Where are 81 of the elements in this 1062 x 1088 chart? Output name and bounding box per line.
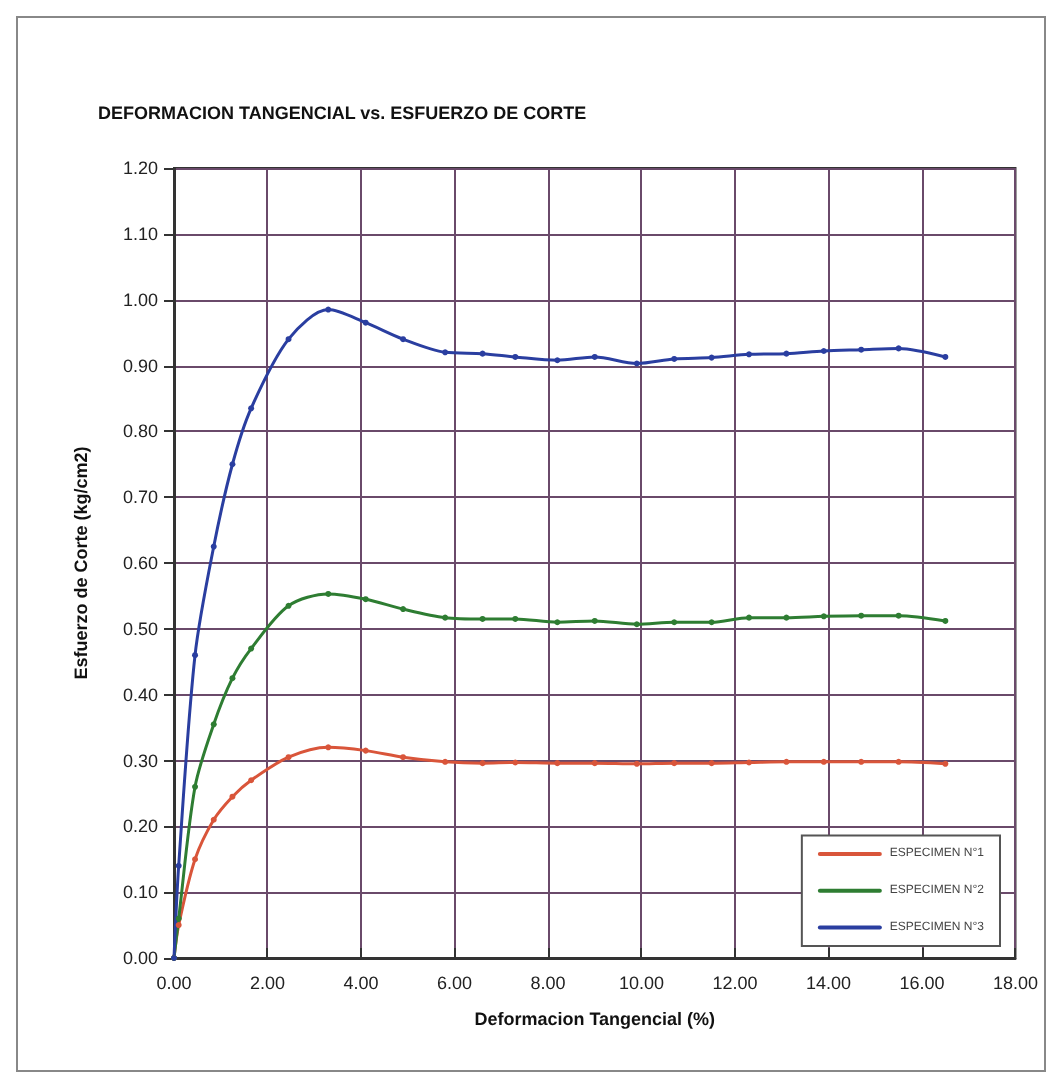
- point: [442, 758, 449, 765]
- point: [248, 777, 255, 784]
- y-tick-label: 0.00: [122, 948, 158, 968]
- point: [362, 319, 369, 326]
- x-axis-title: Deformacion Tangencial (%): [474, 1009, 716, 1029]
- point: [895, 758, 902, 765]
- point: [858, 758, 865, 765]
- point: [942, 617, 949, 624]
- point: [248, 405, 255, 412]
- point: [442, 349, 449, 356]
- x-tick-label: 14.00: [805, 973, 852, 993]
- point: [895, 345, 902, 352]
- point: [229, 461, 236, 468]
- x-tick-label: 6.00: [436, 973, 473, 993]
- point: [708, 760, 715, 767]
- y-tick-label: 1.20: [122, 158, 158, 178]
- y-tick-label: 0.70: [122, 487, 158, 508]
- point: [671, 619, 678, 626]
- point: [942, 760, 949, 767]
- point: [175, 862, 182, 869]
- y-tick-label: 0.40: [122, 684, 158, 705]
- point: [229, 675, 236, 682]
- point: [192, 856, 199, 863]
- x-tick-label: 18.00: [992, 973, 1039, 993]
- y-tick-label: 0.10: [122, 882, 158, 903]
- point: [783, 758, 790, 765]
- point: [633, 760, 640, 767]
- point: [554, 760, 561, 767]
- point: [362, 596, 369, 603]
- point: [746, 614, 753, 621]
- point: [783, 350, 790, 357]
- point: [746, 759, 753, 766]
- point: [479, 760, 486, 767]
- chart-title: DEFORMACION TANGENCIAL vs. ESFUERZO DE CORTE: [98, 103, 587, 123]
- y-tick-label: 0.50: [122, 618, 158, 639]
- point: [285, 602, 292, 609]
- point: [285, 336, 292, 343]
- point: [633, 621, 640, 628]
- point: [591, 760, 598, 767]
- point: [554, 619, 561, 626]
- point: [554, 357, 561, 364]
- point: [248, 645, 255, 652]
- point: [400, 754, 407, 761]
- y-tick-label: 0.20: [122, 816, 158, 837]
- y-tick-label: 0.30: [122, 750, 158, 771]
- point: [285, 754, 292, 761]
- x-tick-label: 16.00: [899, 973, 945, 993]
- point: [708, 619, 715, 626]
- point: [942, 353, 949, 360]
- point: [895, 612, 902, 619]
- point: [325, 744, 332, 751]
- point: [820, 758, 827, 765]
- point: [442, 614, 449, 621]
- x-tick-label: 10.00: [618, 973, 665, 993]
- point: [858, 346, 865, 353]
- point: [633, 360, 640, 367]
- x-tick-label: 0.00: [156, 973, 192, 993]
- y-tick-label: 1.00: [122, 289, 158, 310]
- point: [783, 614, 790, 621]
- point: [175, 922, 182, 929]
- point: [708, 354, 715, 361]
- x-tick-label: 12.00: [712, 973, 758, 993]
- x-tick-label: 8.00: [530, 973, 566, 993]
- point: [210, 816, 217, 823]
- point: [400, 336, 407, 343]
- y-tick-label: 1.10: [122, 223, 158, 244]
- y-tick-label: 0.90: [122, 355, 158, 376]
- x-tick-label: 2.00: [249, 973, 286, 993]
- y-tick-label: 0.60: [122, 553, 158, 573]
- point: [671, 760, 678, 767]
- y-tick-label: 0.80: [122, 421, 158, 442]
- point: [362, 747, 369, 754]
- point: [820, 613, 827, 620]
- point: [210, 721, 217, 728]
- point: [858, 612, 865, 619]
- y-axis-title: Esfuerzo de Corte (kg/cm2): [71, 446, 91, 680]
- x-tick-label: 4.00: [343, 973, 379, 993]
- point: [229, 793, 236, 800]
- point: [192, 652, 199, 659]
- point: [479, 615, 486, 622]
- point: [746, 351, 753, 358]
